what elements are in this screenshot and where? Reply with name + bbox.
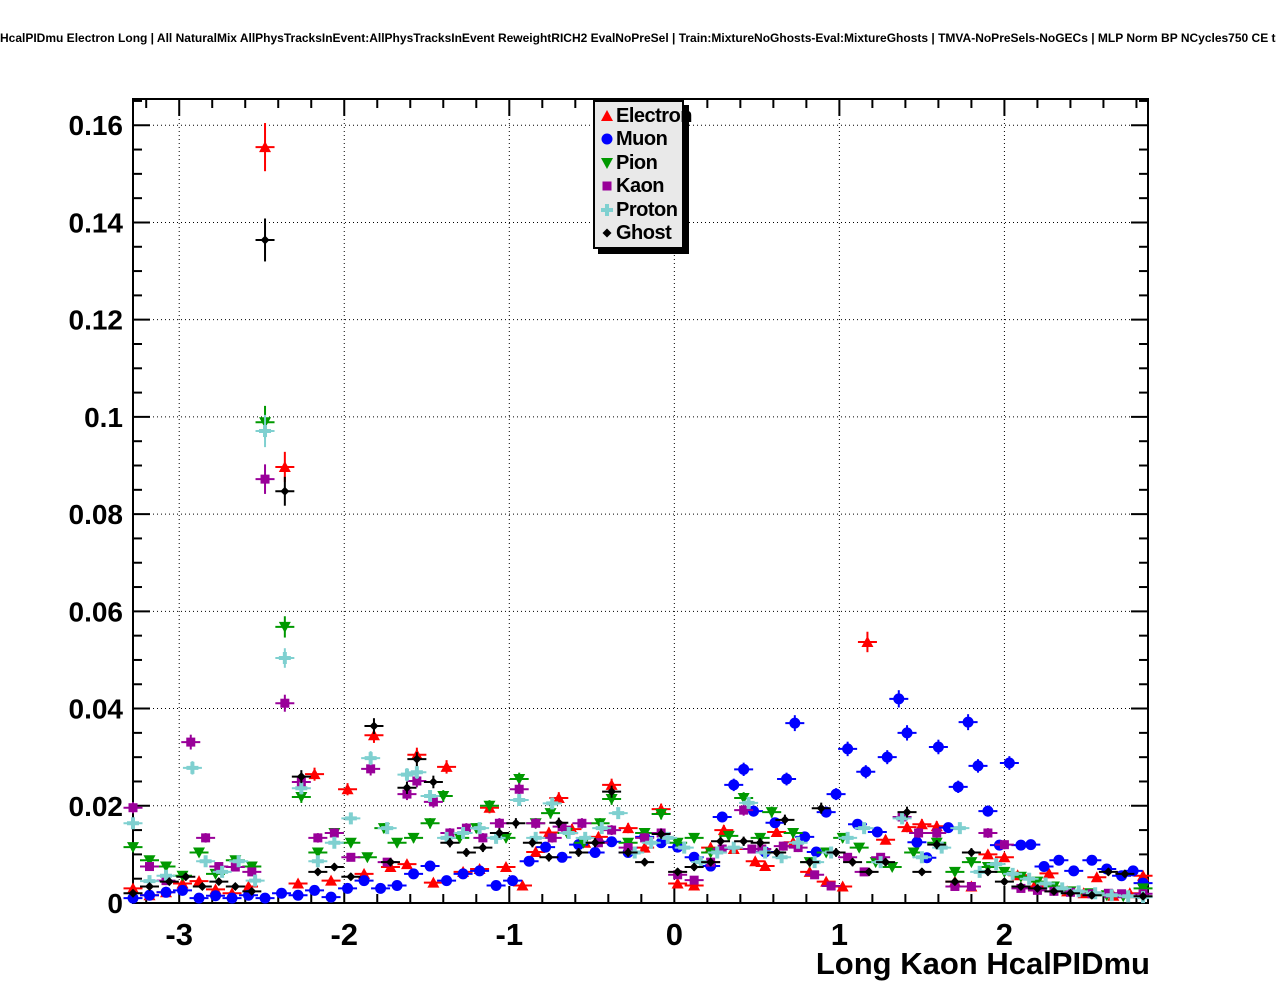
series-ghost bbox=[123, 218, 1153, 901]
svg-text:1: 1 bbox=[831, 917, 848, 952]
svg-text:-1: -1 bbox=[496, 917, 524, 952]
svg-text:0.1: 0.1 bbox=[84, 402, 123, 433]
legend-label: Muon bbox=[616, 128, 668, 151]
svg-text:0.08: 0.08 bbox=[69, 499, 124, 530]
svg-text:0.04: 0.04 bbox=[69, 694, 124, 725]
legend-item-electron: Electron bbox=[599, 104, 693, 127]
kaon-marker-icon bbox=[599, 178, 615, 194]
electron-marker-icon bbox=[599, 108, 615, 124]
x-tick-labels: -3 -2 -1 0 1 2 bbox=[165, 917, 1013, 952]
svg-text:2: 2 bbox=[996, 917, 1013, 952]
legend-box: Electron Muon Pion Kaon Proton Ghost bbox=[593, 100, 693, 249]
legend-label: Pion bbox=[616, 151, 658, 174]
legend-item-muon: Muon bbox=[599, 128, 682, 151]
svg-text:-3: -3 bbox=[165, 917, 193, 952]
svg-text:-2: -2 bbox=[330, 917, 358, 952]
svg-text:0: 0 bbox=[666, 917, 683, 952]
x-axis-title: Long Kaon HcalPIDmu bbox=[815, 946, 1150, 981]
plot-title: HcalPIDmu Electron Long | All NaturalMix… bbox=[0, 31, 1276, 45]
ghost-marker-icon bbox=[599, 225, 615, 241]
svg-text:0.12: 0.12 bbox=[69, 305, 124, 336]
legend-label: Proton bbox=[616, 198, 678, 221]
legend-label: Electron bbox=[616, 104, 693, 127]
legend-label: Kaon bbox=[616, 175, 665, 198]
muon-marker-icon bbox=[599, 131, 615, 147]
legend-item-ghost: Ghost bbox=[599, 222, 682, 245]
svg-text:0.06: 0.06 bbox=[69, 596, 124, 627]
legend-label: Ghost bbox=[616, 222, 672, 245]
proton-marker-icon bbox=[599, 202, 615, 218]
series-pion bbox=[123, 405, 1153, 903]
legend-item-kaon: Kaon bbox=[599, 175, 682, 198]
svg-text:0: 0 bbox=[107, 888, 123, 919]
svg-text:0.02: 0.02 bbox=[69, 791, 124, 822]
pion-marker-icon bbox=[599, 155, 615, 171]
legend-item-proton: Proton bbox=[599, 198, 682, 221]
svg-text:0.14: 0.14 bbox=[69, 207, 124, 238]
svg-text:0.16: 0.16 bbox=[69, 110, 124, 141]
series-proton bbox=[123, 414, 1153, 904]
y-tick-labels: 0 0.02 0.04 0.06 0.08 0.1 0.12 0.14 0.16 bbox=[69, 110, 124, 919]
legend-item-pion: Pion bbox=[599, 151, 682, 174]
